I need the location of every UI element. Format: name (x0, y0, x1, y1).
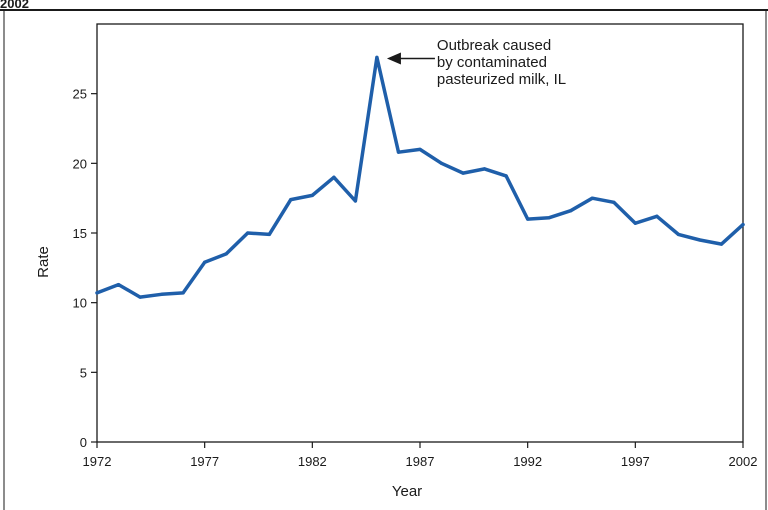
data-point (267, 232, 271, 236)
data-point (310, 193, 314, 197)
data-point (719, 242, 724, 246)
x-axis-title: Year (392, 483, 422, 500)
data-point (590, 196, 594, 200)
y-tick-label: 20 (73, 156, 87, 171)
data-point (741, 223, 745, 227)
data-point (203, 260, 207, 264)
y-axis: 0 5 10 15 20 25 (73, 87, 97, 450)
data-point (504, 174, 508, 178)
x-tick-label: 1997 (621, 454, 650, 469)
data-point (375, 55, 379, 60)
x-tick-label: 2002 (729, 454, 758, 469)
data-point (526, 217, 530, 221)
y-tick-label: 10 (73, 296, 87, 311)
data-point (289, 197, 293, 202)
annotation-text: Outbreak caused (437, 37, 551, 54)
data-point (655, 214, 659, 218)
data-point (676, 232, 681, 236)
data-point (332, 175, 336, 179)
data-point (138, 295, 142, 299)
data-point (95, 291, 99, 295)
data-point (698, 238, 702, 242)
y-tick-label: 0 (80, 435, 87, 450)
data-point (418, 147, 422, 151)
data-point (246, 231, 250, 235)
series (95, 55, 745, 299)
x-tick-label: 1982 (298, 454, 327, 469)
x-tick-label: 1987 (406, 454, 435, 469)
annotation-text: pasteurized milk, IL (437, 71, 566, 88)
data-point (461, 171, 465, 175)
data-point (633, 221, 637, 225)
y-tick-label: 25 (73, 87, 87, 102)
data-point (483, 167, 487, 171)
x-tick-label: 1992 (513, 454, 542, 469)
data-point (547, 216, 551, 220)
series-line (95, 55, 745, 299)
data-point (181, 291, 185, 295)
data-point (160, 292, 164, 296)
annotation-text: by contaminated (437, 54, 547, 71)
y-tick-label: 5 (80, 365, 87, 380)
data-point (612, 200, 616, 204)
x-tick-label: 1972 (83, 454, 112, 469)
data-point (396, 150, 401, 154)
data-point (224, 252, 228, 256)
data-point (569, 209, 573, 213)
data-point (116, 282, 121, 287)
data-point (353, 199, 357, 203)
x-axis: 1972 1977 1982 1987 1992 1997 2002 (83, 442, 758, 469)
y-axis-title: Rate (35, 246, 52, 278)
y-tick-label: 15 (73, 226, 87, 241)
data-point (439, 161, 444, 165)
plot-frame (96, 23, 744, 443)
year-label: 2002 (0, 0, 29, 11)
annotation-arrow-head (386, 52, 401, 65)
x-tick-label: 1977 (190, 454, 219, 469)
